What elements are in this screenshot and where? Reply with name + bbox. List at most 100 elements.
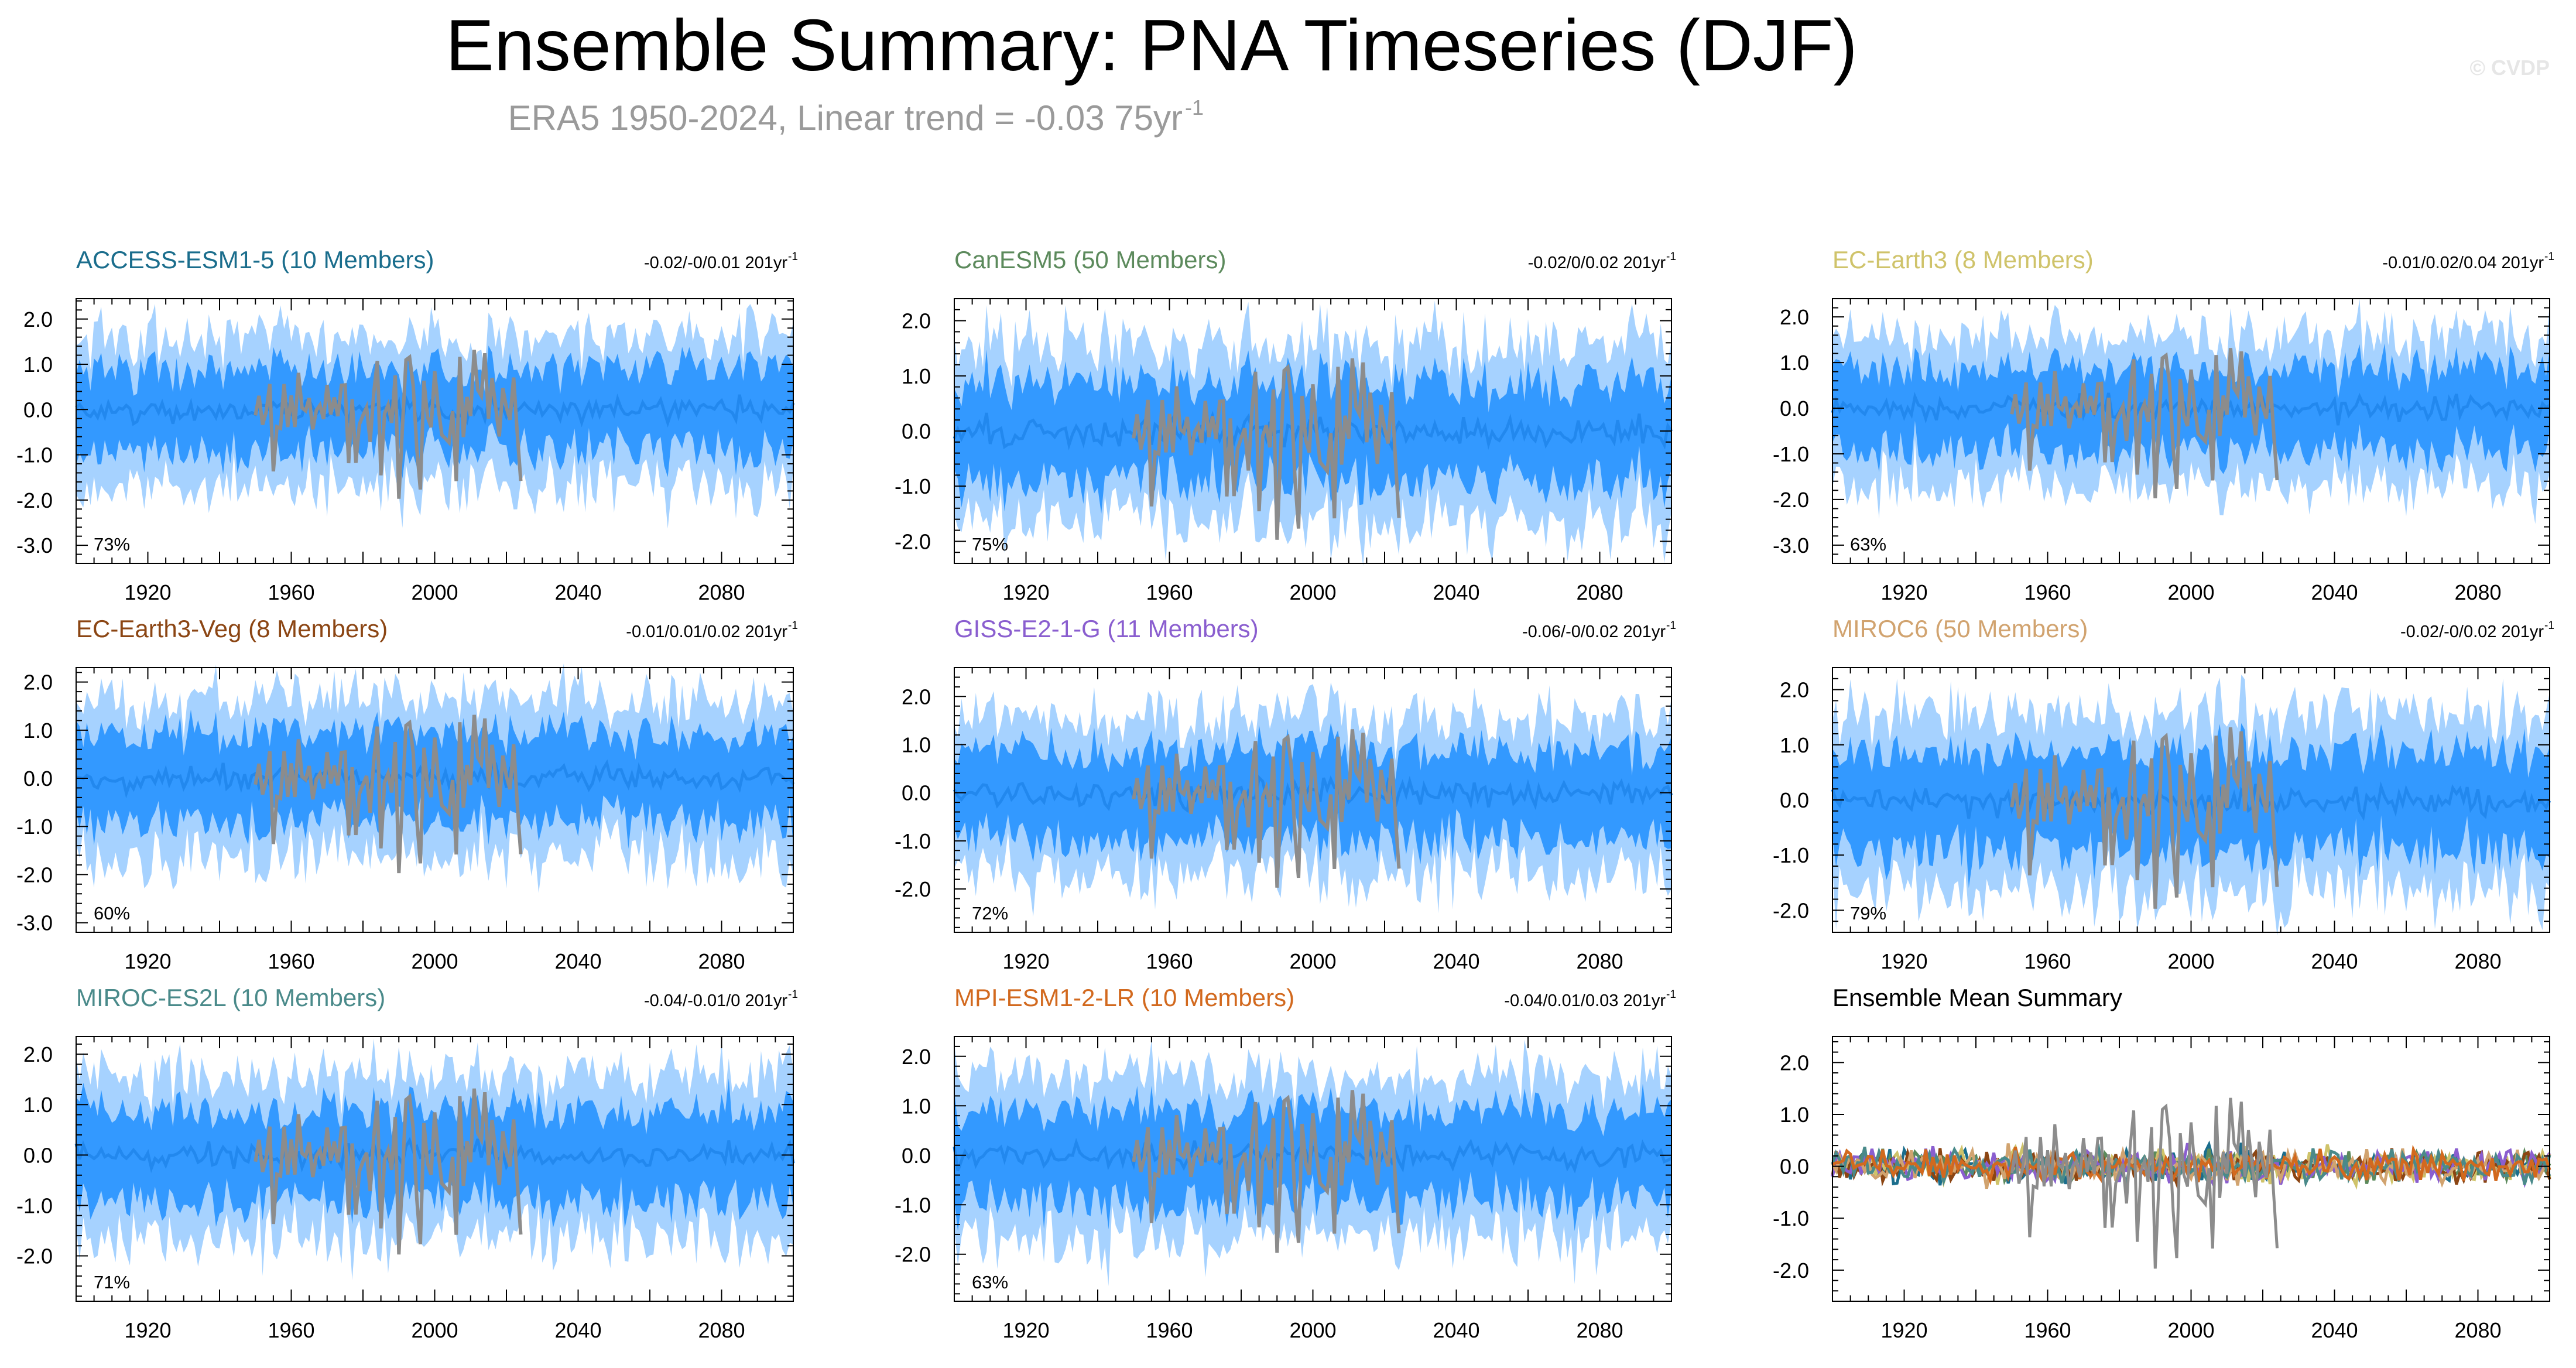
x-tick-label: 2080 [1576,580,1623,604]
y-tick-label: 0.0 [23,767,53,791]
y-tick-label: 1.0 [23,719,53,743]
panel-title: GISS-E2-1-G (11 Members) [954,615,1259,642]
percent-label: 71% [94,1272,130,1292]
panel-title: ACCESS-ESM1-5 (10 Members) [76,246,434,273]
x-tick-label: 1920 [1002,949,1049,973]
panel-trend: -0.06/-0/0.02 201yr [1522,623,1666,641]
panel-ensemble-mean-summary: Ensemble Mean Summary 1920 1960 2000 2040 208… [1773,984,2551,1342]
panel-canesm5: CanESM5 (50 Members) -0.02/0/0.02 201yr -1… [895,246,1676,604]
panel-trend: -0.01/0.01/0.02 201yr [626,623,787,641]
x-tick-label: 1960 [268,580,314,604]
y-tick-label: 0.0 [1780,396,1809,420]
figure-subtitle: ERA5 1950-2024, Linear trend = -0.03 75y… [508,98,1183,138]
y-tick-label: -2.0 [16,863,53,887]
x-tick-label: 1920 [1002,1318,1049,1342]
x-tick-label: 2000 [411,949,458,973]
panel-trend-superscript: -1 [1666,251,1676,263]
x-tick-label: 2080 [2454,580,2501,604]
observation-line [1132,729,1401,888]
y-tick-label: -2.0 [895,529,931,553]
panel-title: MIROC-ES2L (10 Members) [76,984,385,1011]
panel-trend: -0.04/0.01/0.03 201yr [1504,991,1666,1010]
y-tick-label: -1.0 [895,829,931,853]
x-tick-label: 2000 [411,580,458,604]
y-tick-label: 2.0 [902,1045,931,1069]
panel-title: EC-Earth3 (8 Members) [1832,246,2094,273]
y-tick-label: -3.0 [16,533,53,558]
figure-subtitle-superscript: -1 [1185,95,1204,119]
figure-title: Ensemble Summary: PNA Timeseries (DJF) [446,5,1858,86]
x-tick-label: 1920 [1880,580,1927,604]
x-tick-label: 1920 [124,1318,171,1342]
y-tick-label: 0.0 [1780,788,1809,812]
panel-ec-earth3-veg: EC-Earth3-Veg (8 Members) -0.01/0.01/0.02… [16,615,798,973]
x-tick-label: 2000 [2167,580,2214,604]
y-tick-label: -1.0 [1773,1206,1809,1230]
panel-trend: -0.02/0/0.02 201yr [1528,254,1666,272]
y-tick-label: 0.0 [902,1144,931,1168]
panel-trend-superscript: -1 [2544,620,2554,632]
x-tick-label: 2000 [1289,949,1336,973]
panel-access-esm1-5: ACCESS-ESM1-5 (10 Members) -0.02/-0/0.01 … [16,246,798,604]
y-tick-label: 1.0 [23,353,53,377]
x-tick-label: 2080 [2454,949,2501,973]
x-tick-label: 1960 [2024,1318,2071,1342]
panel-trend-superscript: -1 [788,989,798,1001]
x-tick-label: 1920 [1002,580,1049,604]
x-tick-label: 1960 [1146,949,1193,973]
y-tick-label: 2.0 [902,685,931,709]
y-tick-label: 1.0 [1780,733,1809,757]
panel-trend: -0.01/0.02/0.04 201yr [2382,254,2544,272]
ensemble-mean-line [953,1137,1673,1174]
y-tick-label: 0.0 [23,1143,53,1167]
observation-line [2010,348,2279,498]
y-tick-label: -3.0 [1773,533,1809,558]
y-tick-label: -1.0 [16,443,53,467]
panel-title: MPI-ESM1-2-LR (10 Members) [954,984,1294,1011]
x-tick-label: 1960 [268,949,314,973]
panel-trend-superscript: -1 [1666,620,1676,632]
y-tick-label: -1.0 [16,815,53,839]
y-tick-label: 0.0 [1780,1155,1809,1179]
x-tick-label: 2000 [2167,949,2214,973]
y-tick-label: -2.0 [1773,488,1809,512]
x-tick-label: 1920 [1880,1318,1927,1342]
y-tick-label: 2.0 [1780,1051,1809,1075]
band-25-75-percent [954,723,1671,868]
ensemble-mean-line [75,393,795,428]
band-25-75-percent [76,346,793,479]
y-tick-label: -2.0 [1773,898,1809,922]
panel-title: Ensemble Mean Summary [1832,984,2122,1011]
x-tick-label: 1960 [1146,580,1193,604]
x-tick-label: 2040 [554,580,601,604]
y-tick-label: 2.0 [902,309,931,333]
series-line-mpi-esm1-2-lr [1831,1144,2551,1187]
x-tick-label: 1960 [2024,580,2071,604]
x-tick-label: 2080 [1576,1318,1623,1342]
y-tick-label: 2.0 [1780,678,1809,702]
y-tick-label: -1.0 [1773,442,1809,466]
y-tick-label: 2.0 [23,307,53,331]
y-tick-label: 1.0 [1780,351,1809,375]
x-tick-label: 2080 [698,949,745,973]
x-tick-label: 2040 [1433,580,1479,604]
percent-label: 63% [972,1272,1008,1292]
x-tick-label: 2040 [554,1318,601,1342]
x-tick-label: 2040 [1433,1318,1479,1342]
x-tick-label: 1960 [1146,1318,1193,1342]
y-tick-label: 2.0 [1780,305,1809,329]
y-tick-label: -1.0 [16,1193,53,1217]
x-tick-label: 2000 [1289,1318,1336,1342]
ensemble-mean-line [953,775,1673,813]
y-tick-label: -3.0 [16,911,53,935]
panel-trend: -0.04/-0.01/0 201yr [644,991,787,1010]
panel-miroc6: MIROC6 (50 Members) -0.02/-0/0.02 201yr -1… [1773,615,2554,973]
y-tick-label: 0.0 [902,781,931,805]
y-tick-label: 0.0 [23,398,53,422]
panel-trend-superscript: -1 [788,620,798,632]
panel-trend-superscript: -1 [788,251,798,263]
panel-trend-superscript: -1 [1666,989,1676,1001]
y-tick-label: -1.0 [895,474,931,498]
x-tick-label: 1920 [1880,949,1927,973]
